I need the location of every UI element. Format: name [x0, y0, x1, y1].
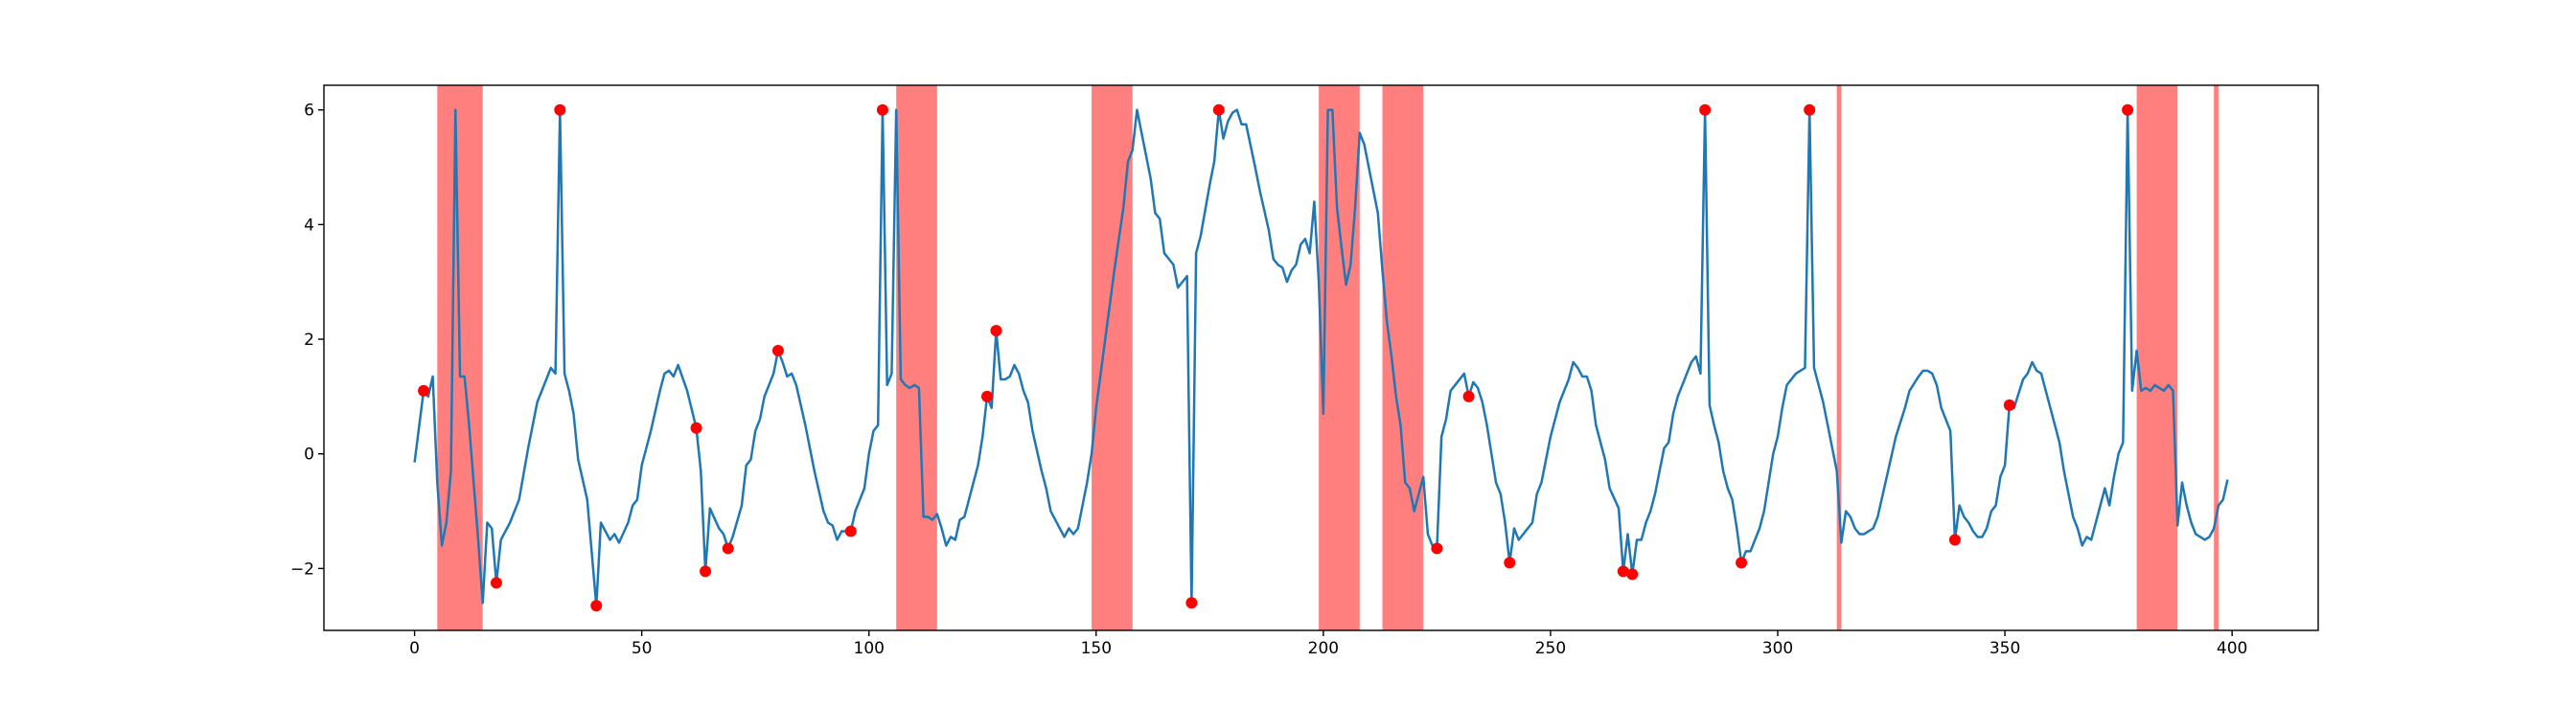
marker: [490, 577, 502, 589]
marker: [554, 103, 566, 116]
highlight-span: [2214, 85, 2219, 630]
marker: [1185, 597, 1198, 609]
marker: [1626, 568, 1639, 581]
y-tick-label: 2: [304, 331, 314, 350]
x-tick-label: 250: [1535, 639, 1566, 658]
marker: [771, 345, 784, 357]
marker: [876, 103, 888, 116]
marker: [1736, 557, 1748, 569]
x-tick-label: 350: [1990, 639, 2020, 658]
x-tick-label: 50: [632, 639, 653, 658]
highlight-span: [1319, 85, 1360, 630]
x-tick-label: 400: [2217, 639, 2247, 658]
marker: [722, 542, 734, 555]
x-tick-label: 0: [409, 639, 420, 658]
highlight-span: [1382, 85, 1424, 630]
line: [413, 108, 2229, 607]
x-tick-label: 100: [854, 639, 885, 658]
marker: [1504, 557, 1516, 569]
x-tick-label: 200: [1308, 639, 1339, 658]
marker: [700, 565, 712, 578]
highlight-span: [2136, 85, 2178, 630]
y-tick-label: 4: [304, 216, 314, 235]
marker: [2122, 103, 2134, 116]
marker: [1804, 103, 1816, 116]
marker: [844, 525, 857, 537]
x-tick-label: 150: [1081, 639, 1112, 658]
marker: [981, 390, 994, 402]
marker: [1699, 103, 1712, 116]
axes-frame: [323, 84, 2319, 631]
highlight-span: [896, 85, 937, 630]
marker: [590, 600, 603, 612]
y-tick-label: 0: [304, 445, 314, 465]
marker: [1212, 103, 1225, 116]
y-tick-label: −2: [290, 560, 314, 579]
marker: [990, 325, 1002, 337]
x-tick-label: 300: [1762, 639, 1793, 658]
marker: [1462, 390, 1475, 402]
marker: [1431, 542, 1443, 555]
marker: [2003, 399, 2015, 411]
y-tick-label: 6: [304, 102, 314, 121]
marker: [690, 422, 702, 434]
highlight-span: [1836, 85, 1842, 630]
marker: [418, 384, 430, 397]
marker: [1948, 534, 1961, 546]
marker: [1617, 565, 1629, 578]
